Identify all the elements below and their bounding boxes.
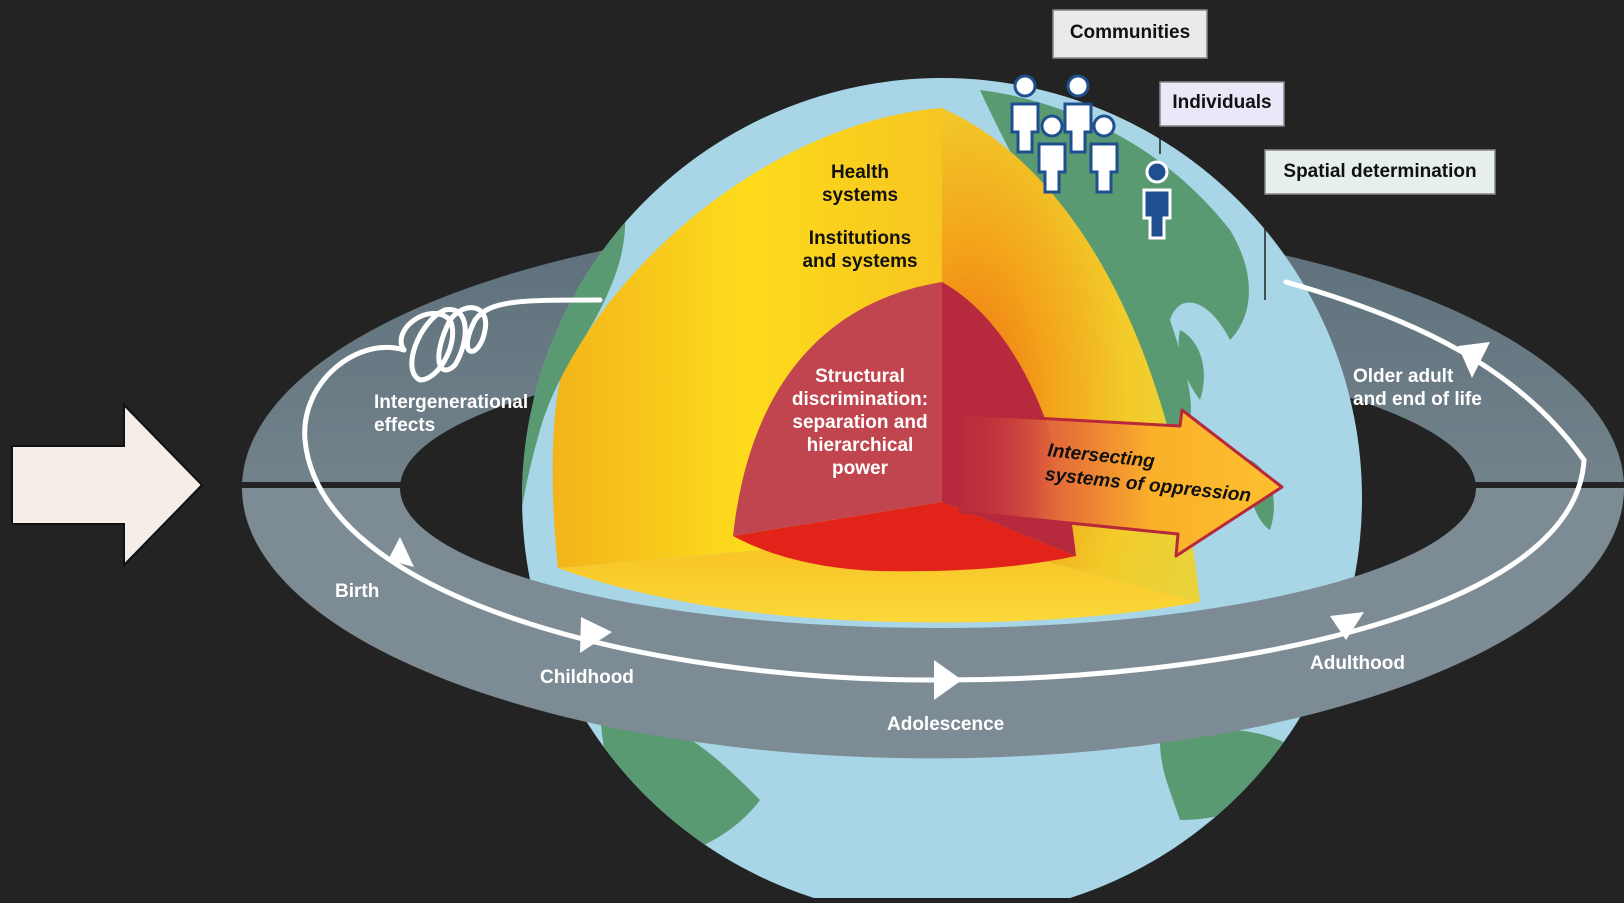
childhood-arrowhead [580, 617, 612, 653]
spatial-determination-label: Spatial determination [1283, 161, 1476, 182]
inner-core-left [733, 282, 942, 536]
individuals-label: Individuals [1172, 92, 1271, 113]
life-course-labels: Intergenerational effects Birth Childhoo… [335, 366, 1482, 735]
individuals-tag: Individuals [1159, 81, 1285, 127]
adolescence-arrowhead [934, 660, 962, 700]
institutions-label-2: and systems [802, 251, 917, 272]
community-person-icon [1063, 74, 1093, 154]
structural-label-1: Structural [815, 366, 905, 387]
older-adult-label-1: Older adult [1353, 366, 1454, 387]
intergenerational-label-1: Intergenerational [374, 392, 528, 413]
older-adult-arrowhead [1458, 342, 1490, 378]
structural-label-4: hierarchical [807, 435, 914, 456]
adulthood-label: Adulthood [1310, 653, 1405, 674]
continent-island-2 [1178, 330, 1204, 400]
floor-band [558, 534, 1200, 623]
communities-tag: Communities [1052, 9, 1208, 59]
inner-core-floor [733, 502, 1076, 572]
institutions-label-1: Institutions [809, 228, 911, 249]
oppression-arrow [958, 408, 1284, 558]
health-systems-label-1: Health [831, 162, 889, 183]
entry-arrow [11, 402, 204, 568]
spatial-tag: Spatial determination [1264, 149, 1496, 195]
birth-arrowhead [388, 537, 414, 567]
continent-lower-right [1160, 729, 1310, 820]
adulthood-arrowhead [1330, 612, 1364, 640]
community-figures [1010, 74, 1172, 240]
path-arrowheads [388, 342, 1490, 700]
intergenerational-label-2: effects [374, 415, 435, 436]
ring-front [242, 488, 1624, 759]
individual-person-icon [1142, 160, 1172, 240]
community-person-icon [1037, 114, 1067, 194]
adolescence-label: Adolescence [887, 714, 1004, 735]
structural-label-5: power [832, 458, 889, 479]
structural-label-2: discrimination: [792, 389, 928, 410]
callout-leaders [1052, 58, 1266, 300]
core-labels: Health systems Institutions and systems … [792, 162, 928, 479]
community-person-icon [1089, 114, 1119, 194]
older-adult-label-2: and end of life [1353, 389, 1482, 410]
childhood-label: Childhood [540, 667, 634, 688]
health-systems-label-2: systems [822, 185, 898, 206]
birth-label: Birth [335, 581, 379, 602]
communities-label: Communities [1070, 22, 1190, 43]
structural-label-3: separation and [792, 412, 927, 433]
community-person-icon [1010, 74, 1040, 154]
